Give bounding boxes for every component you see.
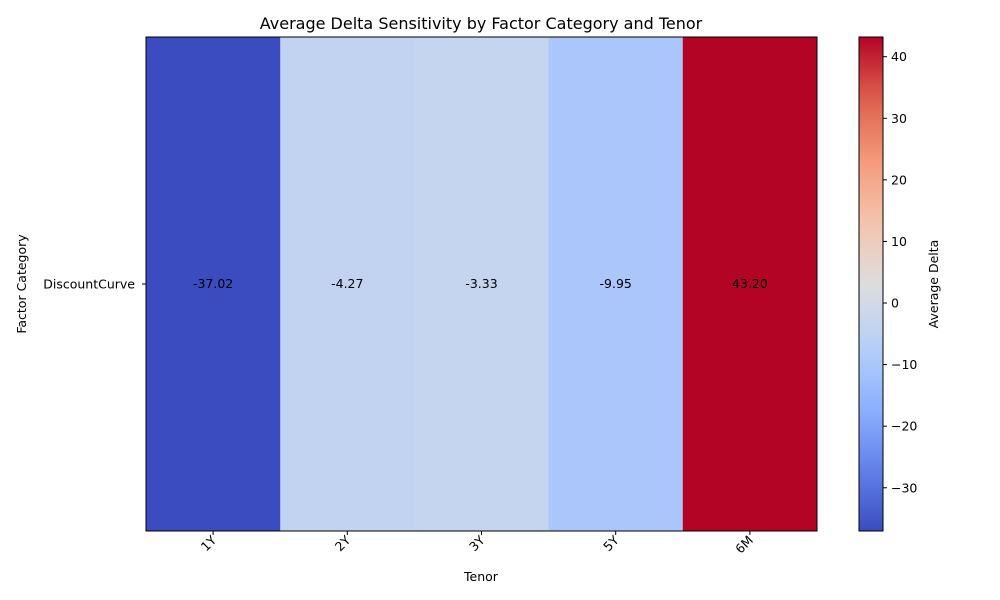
x-tick-label: 6M — [732, 533, 756, 557]
y-tick-label: DiscountCurve — [43, 277, 135, 292]
cell-value-label: -4.27 — [331, 276, 363, 291]
colorbar-tick-label: 20 — [891, 172, 907, 187]
cell-value-label: -9.95 — [600, 276, 632, 291]
colorbar-tick-label: 40 — [891, 49, 907, 64]
cell-value-label: -3.33 — [465, 276, 497, 291]
heatmap-cell — [682, 37, 818, 531]
x-tick-label: 1Y — [198, 532, 220, 554]
colorbar — [858, 36, 884, 532]
heatmap-cell — [280, 37, 415, 531]
heatmap-cell — [414, 37, 550, 531]
colorbar-tick-label: 10 — [891, 234, 907, 249]
colorbar-ticks: −30 −20 −10 0 10 20 30 40 — [883, 49, 917, 495]
x-tick-label: 3Y — [466, 532, 488, 554]
chart-title: Average Delta Sensitivity by Factor Cate… — [260, 14, 703, 33]
colorbar-tick-label: −30 — [891, 480, 917, 495]
colorbar-tick-label: −20 — [891, 419, 917, 434]
colorbar-tick-label: 0 — [891, 296, 899, 311]
y-axis-label: Factor Category — [14, 234, 29, 334]
x-axis-ticks: 1Y 2Y 3Y 5Y 6M — [198, 531, 756, 556]
x-tick-label: 2Y — [332, 532, 354, 554]
heatmap-cell — [548, 37, 684, 531]
heatmap-cell — [146, 37, 281, 531]
colorbar-label: Average Delta — [926, 240, 941, 329]
x-axis-label: Tenor — [463, 569, 499, 584]
y-axis-ticks: DiscountCurve — [43, 277, 146, 292]
heatmap-cell-labels: -37.02 -4.27 -3.33 -9.95 43.20 — [193, 276, 768, 291]
heatmap-cells — [146, 37, 818, 531]
colorbar-tick-label: 30 — [891, 111, 907, 126]
cell-value-label: -37.02 — [193, 276, 233, 291]
cell-value-label: 43.20 — [732, 276, 768, 291]
x-tick-label: 5Y — [600, 532, 622, 554]
colorbar-tick-label: −10 — [891, 357, 917, 372]
